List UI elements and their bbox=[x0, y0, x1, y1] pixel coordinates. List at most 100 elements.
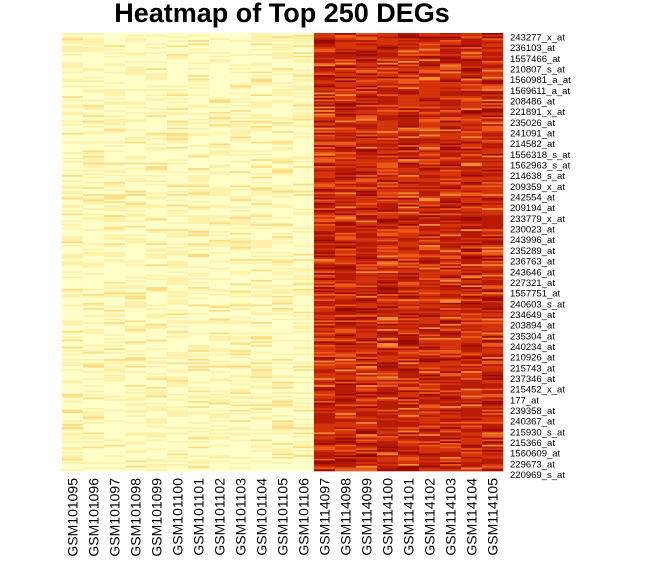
heatmap-cell bbox=[335, 55, 357, 58]
heatmap-cell bbox=[209, 89, 231, 92]
heatmap-cell bbox=[377, 456, 399, 460]
heatmap-cell bbox=[314, 94, 336, 97]
heatmap-cell bbox=[83, 449, 105, 453]
heatmap-cell bbox=[146, 390, 168, 393]
heatmap-cell bbox=[167, 414, 189, 417]
heatmap-cell bbox=[377, 92, 399, 95]
heatmap-cell bbox=[419, 127, 441, 130]
heatmap-cell bbox=[188, 211, 210, 214]
heatmap-cell bbox=[398, 40, 420, 43]
heatmap-cell bbox=[440, 437, 462, 440]
heatmap-cell bbox=[461, 230, 483, 234]
heatmap-cell bbox=[440, 379, 462, 382]
heatmap-cell bbox=[62, 350, 84, 353]
heatmap-cell bbox=[167, 155, 189, 158]
heatmap-cell bbox=[188, 367, 210, 370]
heatmap-cell bbox=[146, 456, 168, 460]
heatmap-cell bbox=[251, 428, 273, 431]
heatmap-cell bbox=[230, 343, 252, 346]
heatmap-cell bbox=[440, 80, 462, 83]
heatmap-cell bbox=[419, 209, 441, 212]
heatmap-cell bbox=[125, 244, 147, 248]
heatmap-cell bbox=[83, 113, 105, 116]
heatmap-cell bbox=[146, 460, 168, 463]
heatmap-cell bbox=[356, 50, 378, 53]
heatmap-cell bbox=[104, 427, 126, 430]
heatmap-cell bbox=[125, 188, 147, 191]
heatmap-cell bbox=[335, 59, 357, 62]
heatmap-cell bbox=[335, 52, 357, 55]
heatmap-cell bbox=[188, 399, 210, 402]
heatmap-cell bbox=[146, 188, 168, 191]
heatmap-cell bbox=[62, 146, 84, 149]
heatmap-cell bbox=[335, 350, 357, 353]
heatmap-cell bbox=[461, 446, 483, 449]
heatmap-cell bbox=[419, 223, 441, 227]
heatmap-cell bbox=[125, 444, 147, 447]
heatmap-cell bbox=[146, 201, 168, 204]
heatmap-cell bbox=[293, 57, 315, 60]
heatmap-cell bbox=[461, 96, 483, 99]
heatmap-cell bbox=[146, 465, 168, 468]
heatmap-cell bbox=[440, 264, 462, 267]
heatmap-cell bbox=[461, 381, 483, 384]
heatmap-cell bbox=[104, 409, 126, 412]
heatmap-cell bbox=[62, 62, 84, 65]
heatmap-cell bbox=[272, 308, 294, 311]
heatmap-cell bbox=[419, 453, 441, 456]
heatmap-cell bbox=[314, 125, 336, 128]
heatmap-cell bbox=[377, 253, 399, 256]
heatmap-cell bbox=[251, 174, 273, 177]
heatmap-cell bbox=[167, 50, 189, 53]
heatmap-cell bbox=[461, 444, 483, 447]
heatmap-cell bbox=[83, 334, 105, 337]
heatmap-cell bbox=[293, 250, 315, 253]
heatmap-cell bbox=[356, 122, 378, 125]
heatmap-cell bbox=[146, 439, 168, 442]
heatmap-cell bbox=[125, 316, 147, 319]
heatmap-cell bbox=[146, 141, 168, 144]
heatmap-cell bbox=[83, 236, 105, 239]
heatmap-cell bbox=[377, 262, 399, 265]
heatmap-cell bbox=[398, 78, 420, 81]
heatmap-cell bbox=[461, 411, 483, 414]
heatmap-cell bbox=[188, 271, 210, 274]
heatmap-cell bbox=[146, 40, 168, 43]
heatmap-cell bbox=[419, 145, 441, 148]
heatmap-cell bbox=[125, 43, 147, 46]
heatmap-cell bbox=[398, 430, 420, 433]
heatmap-cell bbox=[188, 346, 210, 349]
heatmap-cell bbox=[293, 220, 315, 223]
heatmap-cell bbox=[251, 85, 273, 88]
heatmap-cell bbox=[209, 463, 231, 467]
heatmap-cell bbox=[419, 160, 441, 163]
heatmap-cell bbox=[83, 292, 105, 295]
heatmap-cell bbox=[230, 55, 252, 58]
heatmap-cell bbox=[104, 280, 126, 283]
heatmap-cell bbox=[146, 264, 168, 267]
heatmap-cell bbox=[461, 190, 483, 193]
heatmap-cell bbox=[314, 348, 336, 351]
heatmap-cell bbox=[440, 103, 462, 106]
heatmap-cell bbox=[440, 285, 462, 288]
heatmap-cell bbox=[440, 113, 462, 116]
heatmap-cell bbox=[419, 243, 441, 246]
heatmap-cell bbox=[272, 416, 294, 419]
heatmap-cell bbox=[188, 75, 210, 78]
heatmap-cell bbox=[356, 416, 378, 419]
heatmap-cell bbox=[419, 246, 441, 249]
heatmap-cell bbox=[272, 362, 294, 365]
heatmap-cell bbox=[104, 441, 126, 444]
heatmap-cell bbox=[62, 201, 84, 204]
heatmap-cell bbox=[293, 336, 315, 339]
heatmap-cell bbox=[461, 41, 483, 44]
heatmap-cell bbox=[146, 351, 168, 354]
heatmap-cell bbox=[272, 211, 294, 214]
heatmap-cell bbox=[398, 397, 420, 400]
heatmap-cell bbox=[62, 462, 84, 465]
heatmap-cell bbox=[188, 257, 210, 260]
heatmap-cell bbox=[251, 404, 273, 407]
heatmap-cell bbox=[356, 449, 378, 453]
heatmap-cell bbox=[314, 290, 336, 293]
heatmap-cell bbox=[356, 134, 378, 137]
